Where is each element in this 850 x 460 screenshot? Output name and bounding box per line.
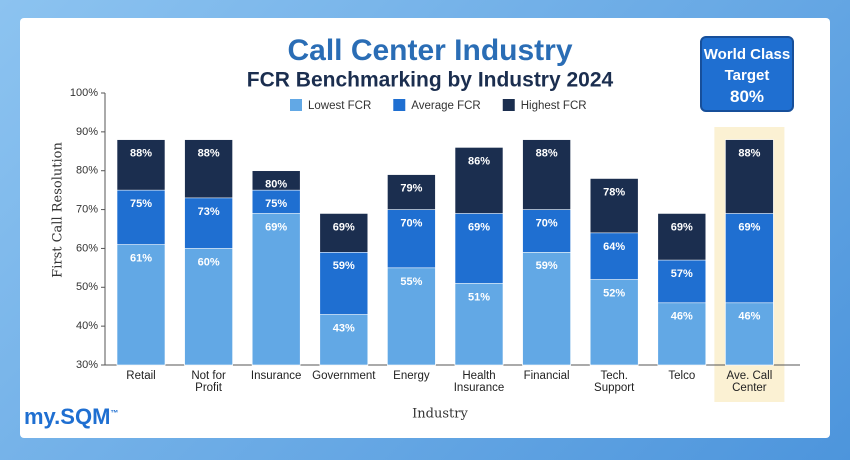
- legend-label: Average FCR: [411, 100, 480, 112]
- target-line: Target: [724, 67, 770, 84]
- legend-swatch: [290, 99, 302, 111]
- data-label: 78%: [603, 186, 625, 198]
- data-label: 88%: [738, 148, 760, 160]
- data-label: 69%: [265, 221, 287, 233]
- bar: [116, 244, 166, 366]
- bar: [522, 252, 571, 366]
- data-label: 51%: [468, 291, 490, 303]
- data-label: 55%: [400, 276, 422, 288]
- x-tick-label: Energy: [393, 370, 430, 382]
- x-tick-label: Health Insurance: [453, 370, 505, 394]
- data-label: 80%: [265, 179, 287, 191]
- data-label: 69%: [738, 221, 760, 233]
- data-label: 64%: [603, 241, 625, 253]
- data-label: 57%: [671, 268, 693, 280]
- data-label: 46%: [671, 311, 693, 323]
- data-label: 59%: [333, 260, 355, 272]
- chart-title: Call Center Industry: [287, 34, 572, 67]
- y-tick-label: 80%: [76, 165, 98, 177]
- data-label: 43%: [333, 322, 355, 334]
- logo: my.SQM™: [24, 404, 118, 430]
- data-label: 88%: [198, 148, 220, 160]
- target-box: World Class Target 80%: [700, 36, 794, 112]
- legend-label: Lowest FCR: [308, 100, 371, 112]
- bar: [725, 302, 774, 366]
- x-axis-label: Industry: [412, 407, 468, 422]
- data-label: 61%: [130, 252, 152, 264]
- bar: [657, 302, 707, 366]
- data-label: 52%: [603, 287, 625, 299]
- y-tick-label: 60%: [76, 242, 98, 254]
- data-label: 88%: [536, 148, 558, 160]
- data-label: 73%: [198, 206, 220, 218]
- x-tick-label: Ave. Call Center: [726, 370, 773, 394]
- data-label: 75%: [265, 198, 287, 210]
- data-label: 75%: [130, 198, 152, 210]
- bar: [589, 279, 639, 366]
- legend-swatch: [393, 99, 406, 111]
- logo-text: my.SQM: [24, 404, 111, 429]
- data-label: 88%: [130, 148, 152, 160]
- y-tick-label: 100%: [70, 87, 98, 99]
- legend-label: Highest FCR: [521, 100, 587, 112]
- data-label: 69%: [468, 221, 490, 233]
- y-tick-label: 40%: [76, 320, 98, 332]
- bar: [454, 283, 504, 366]
- data-label: 60%: [198, 256, 220, 268]
- x-tick-label: Tech. Support: [594, 370, 635, 394]
- x-tick-label: Retail: [126, 370, 156, 382]
- x-tick-label: Not for Profit: [191, 370, 226, 394]
- bar: [184, 248, 233, 366]
- y-tick-label: 50%: [76, 281, 98, 293]
- data-label: 46%: [738, 311, 760, 323]
- data-label: 59%: [536, 260, 558, 272]
- y-tick-label: 90%: [76, 126, 98, 138]
- data-label: 70%: [400, 217, 422, 229]
- y-tick-label: 30%: [76, 359, 98, 371]
- chart-subtitle: FCR Benchmarking by Industry 2024: [247, 69, 614, 92]
- y-axis-label: First Call Resolution: [51, 142, 66, 278]
- data-label: 86%: [468, 155, 490, 167]
- bar: [319, 314, 369, 366]
- x-tick-label: Insurance: [250, 370, 302, 382]
- legend-swatch: [502, 99, 515, 111]
- bar: [387, 267, 436, 366]
- data-label: 70%: [536, 217, 558, 229]
- data-label: 69%: [671, 221, 693, 233]
- x-tick-label: Government: [312, 370, 376, 382]
- bar: [251, 213, 301, 366]
- y-tick-label: 70%: [76, 203, 98, 215]
- x-tick-label: Telco: [668, 370, 696, 382]
- data-label: 79%: [400, 183, 422, 195]
- x-tick-label: Financial: [523, 370, 570, 382]
- target-value: 80%: [729, 87, 765, 106]
- data-label: 69%: [333, 221, 355, 233]
- logo-mark: ™: [110, 408, 119, 418]
- target-line: World Class: [703, 46, 791, 63]
